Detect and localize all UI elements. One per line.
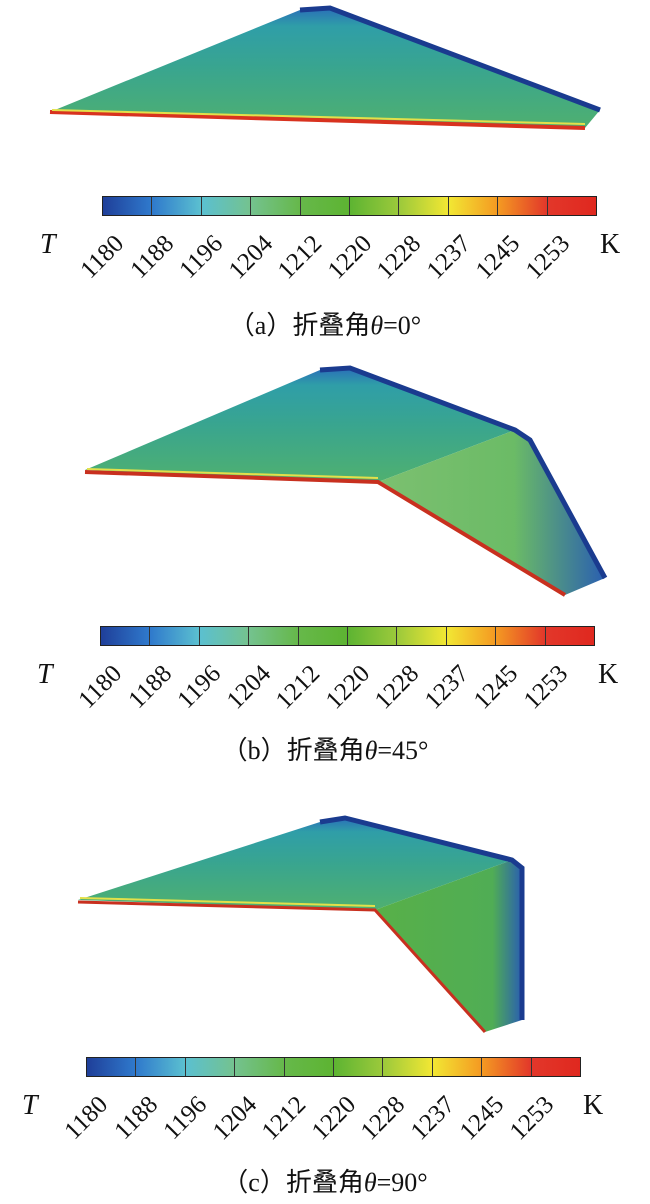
- colorbar-segment: [547, 197, 597, 215]
- colorbar-segment: [399, 197, 449, 215]
- colorbar-segment: [185, 1058, 236, 1076]
- colorbar-segment: [249, 627, 299, 645]
- colorbar-segment: [348, 627, 398, 645]
- panel-caption: （c）折叠角θ=90°: [0, 1162, 650, 1199]
- colorbar-symbol: T: [37, 659, 53, 690]
- colorbar-segment: [531, 1058, 581, 1076]
- caption-label: （a）折叠角: [228, 311, 371, 340]
- colorbar-segment: [446, 627, 497, 645]
- caption-value: =90°: [376, 1168, 428, 1197]
- wing-c: [77, 815, 525, 1034]
- colorbar-segment: [334, 1058, 384, 1076]
- colorbar-segment: [350, 197, 400, 215]
- caption-theta: θ: [363, 1168, 377, 1197]
- colorbar: [86, 1057, 581, 1077]
- colorbar-segment: [235, 1058, 285, 1076]
- caption-value: =0°: [383, 311, 422, 340]
- caption-label: （c）折叠角: [222, 1168, 364, 1197]
- caption-theta: θ: [364, 736, 378, 765]
- colorbar-segment: [298, 627, 349, 645]
- colorbar-segment: [136, 1058, 186, 1076]
- colorbar-symbol: T: [40, 229, 56, 260]
- wing-b: [84, 365, 608, 597]
- colorbar-segment: [251, 197, 301, 215]
- caption-theta: θ: [370, 311, 384, 340]
- colorbar-segment: [397, 627, 447, 645]
- wing-a: [49, 5, 601, 130]
- panel-caption: （a）折叠角θ=0°: [0, 305, 650, 342]
- colorbar-segment: [201, 197, 252, 215]
- colorbar-segment: [496, 627, 546, 645]
- colorbar-segment: [103, 197, 153, 215]
- panel-caption: （b）折叠角θ=45°: [0, 730, 650, 767]
- colorbar-segment: [432, 1058, 483, 1076]
- colorbar-segment: [101, 627, 151, 645]
- colorbar-segment: [284, 1058, 335, 1076]
- colorbar-unit: K: [583, 1090, 604, 1121]
- colorbar: [100, 626, 595, 646]
- colorbar-segment: [448, 197, 499, 215]
- colorbar-unit: K: [598, 659, 619, 690]
- colorbar-segment: [150, 627, 200, 645]
- colorbar-segment: [383, 1058, 433, 1076]
- colorbar-segment: [199, 627, 250, 645]
- caption-label: （b）折叠角: [221, 736, 365, 765]
- colorbar-segment: [152, 197, 202, 215]
- colorbar-segment: [482, 1058, 532, 1076]
- colorbar-segment: [300, 197, 351, 215]
- colorbar-segment: [498, 197, 548, 215]
- colorbar-symbol: T: [22, 1090, 38, 1121]
- caption-value: =45°: [377, 736, 429, 765]
- colorbar-segment: [87, 1058, 137, 1076]
- colorbar-segment: [545, 627, 595, 645]
- colorbar: [102, 196, 597, 216]
- colorbar-unit: K: [600, 229, 621, 260]
